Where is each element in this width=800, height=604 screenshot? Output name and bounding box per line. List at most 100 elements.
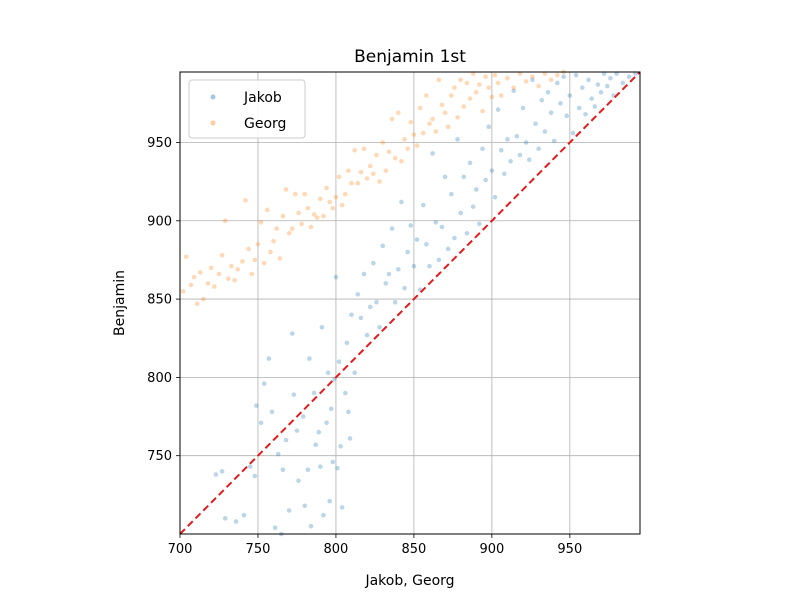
data-point bbox=[235, 267, 240, 272]
data-point bbox=[520, 105, 526, 111]
data-point bbox=[338, 443, 343, 449]
y-tick-label: 950 bbox=[147, 136, 172, 151]
data-point bbox=[411, 263, 417, 269]
grid-layer bbox=[179, 72, 640, 534]
data-point bbox=[473, 90, 479, 95]
data-point bbox=[252, 473, 258, 479]
data-point bbox=[194, 301, 200, 307]
data-point bbox=[336, 359, 342, 365]
data-point bbox=[380, 140, 386, 145]
data-point bbox=[442, 110, 448, 116]
data-point bbox=[291, 392, 297, 397]
data-point bbox=[305, 205, 311, 211]
data-point bbox=[261, 260, 267, 266]
plot-frame bbox=[179, 71, 641, 535]
data-point bbox=[336, 174, 342, 180]
data-point bbox=[243, 198, 248, 203]
data-point bbox=[414, 237, 420, 242]
data-point bbox=[208, 265, 214, 271]
data-point bbox=[530, 74, 535, 79]
data-point bbox=[342, 390, 348, 396]
data-point bbox=[321, 213, 326, 219]
data-point bbox=[364, 176, 370, 181]
data-point bbox=[241, 512, 247, 518]
data-point bbox=[299, 221, 304, 227]
data-point bbox=[333, 194, 339, 200]
data-point bbox=[380, 243, 386, 249]
data-point bbox=[420, 130, 426, 136]
data-point bbox=[495, 80, 501, 86]
data-point bbox=[355, 292, 361, 297]
data-point bbox=[266, 356, 272, 361]
data-point bbox=[452, 85, 457, 90]
data-point bbox=[508, 158, 513, 164]
data-point bbox=[445, 124, 451, 130]
data-point bbox=[492, 194, 498, 200]
data-point bbox=[352, 148, 357, 153]
data-point bbox=[330, 459, 336, 465]
data-point bbox=[293, 191, 298, 197]
data-point bbox=[570, 130, 576, 136]
data-point bbox=[608, 75, 613, 81]
data-point bbox=[536, 83, 541, 89]
data-point bbox=[308, 224, 314, 230]
data-point bbox=[430, 151, 435, 156]
data-point bbox=[330, 205, 336, 211]
ticks-layer: 700 750 800 850 900 950 750 800 850 900 950 bbox=[147, 136, 582, 557]
x-tick-label: 950 bbox=[557, 542, 582, 557]
data-point bbox=[436, 77, 442, 83]
data-point bbox=[347, 436, 353, 441]
data-point bbox=[445, 246, 451, 252]
data-point bbox=[296, 478, 301, 484]
data-point bbox=[461, 104, 467, 109]
data-point bbox=[302, 191, 308, 197]
data-point bbox=[480, 146, 485, 152]
data-point bbox=[461, 174, 467, 180]
data-point bbox=[561, 74, 566, 79]
data-point bbox=[389, 116, 395, 122]
data-point bbox=[523, 79, 529, 84]
data-point bbox=[517, 152, 523, 158]
data-point bbox=[486, 124, 492, 130]
points-layer bbox=[180, 69, 638, 537]
data-point bbox=[480, 108, 485, 114]
data-point bbox=[305, 467, 311, 473]
data-point bbox=[399, 158, 404, 164]
data-point bbox=[254, 403, 259, 408]
data-point bbox=[430, 116, 435, 122]
data-point bbox=[405, 146, 410, 152]
data-point bbox=[392, 299, 398, 305]
y-tick-label: 900 bbox=[147, 214, 172, 229]
data-point bbox=[265, 207, 270, 213]
y-axis-label: Benjamin bbox=[112, 270, 128, 336]
data-point bbox=[205, 281, 211, 286]
data-point bbox=[533, 121, 538, 126]
data-point bbox=[367, 163, 373, 169]
x-tick-label: 750 bbox=[246, 542, 271, 557]
data-point bbox=[458, 210, 463, 216]
data-point bbox=[374, 152, 379, 158]
data-point bbox=[197, 270, 203, 275]
data-point bbox=[258, 420, 264, 426]
data-point bbox=[325, 370, 331, 375]
data-point bbox=[247, 464, 253, 469]
data-point bbox=[346, 409, 351, 415]
data-point bbox=[294, 428, 300, 433]
data-point bbox=[477, 82, 482, 87]
data-point bbox=[489, 94, 495, 100]
data-point bbox=[252, 257, 258, 263]
data-point bbox=[564, 113, 570, 119]
data-point bbox=[311, 212, 317, 217]
data-point bbox=[280, 213, 286, 219]
data-point bbox=[389, 226, 395, 231]
data-point bbox=[374, 299, 379, 305]
data-point bbox=[339, 202, 345, 208]
data-point bbox=[233, 519, 239, 524]
data-point bbox=[219, 252, 225, 258]
data-point bbox=[439, 224, 445, 230]
data-point bbox=[232, 277, 237, 283]
legend-marker bbox=[210, 120, 216, 126]
data-point bbox=[498, 93, 504, 98]
data-point bbox=[313, 442, 318, 448]
